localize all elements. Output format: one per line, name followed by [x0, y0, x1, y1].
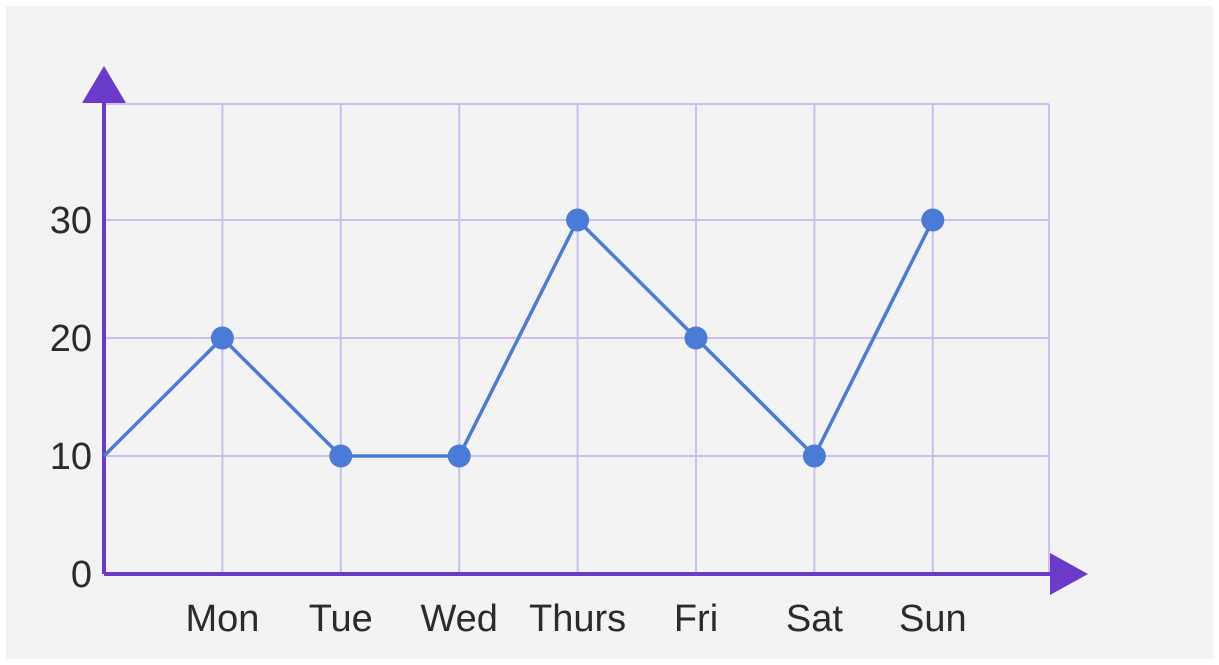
x-tick-label: Sun — [899, 598, 967, 640]
x-axis-arrow — [1050, 553, 1088, 595]
data-point — [447, 444, 471, 468]
x-tick-label: Wed — [420, 598, 497, 640]
y-tick-label: 20 — [50, 318, 92, 360]
chart-panel: 0 10 20 30 Mon Tue Wed Thurs Fri Sat Sun — [6, 6, 1213, 659]
y-tick-label: 0 — [71, 554, 92, 596]
data-point — [566, 208, 590, 232]
x-tick-label: Mon — [185, 598, 259, 640]
line-chart: 0 10 20 30 Mon Tue Wed Thurs Fri Sat Sun — [50, 66, 1088, 640]
data-point — [329, 444, 353, 468]
y-tick-label: 10 — [50, 436, 92, 478]
data-point — [921, 208, 945, 232]
data-point — [684, 326, 708, 350]
y-axis-arrow — [82, 66, 126, 103]
y-tick-label: 30 — [50, 200, 92, 242]
x-tick-label: Fri — [674, 598, 718, 640]
x-tick-label: Sat — [786, 598, 843, 640]
x-tick-label: Tue — [309, 598, 373, 640]
series-line — [102, 218, 935, 458]
x-tick-label: Thurs — [529, 598, 626, 640]
data-point — [802, 444, 826, 468]
data-point — [210, 326, 234, 350]
